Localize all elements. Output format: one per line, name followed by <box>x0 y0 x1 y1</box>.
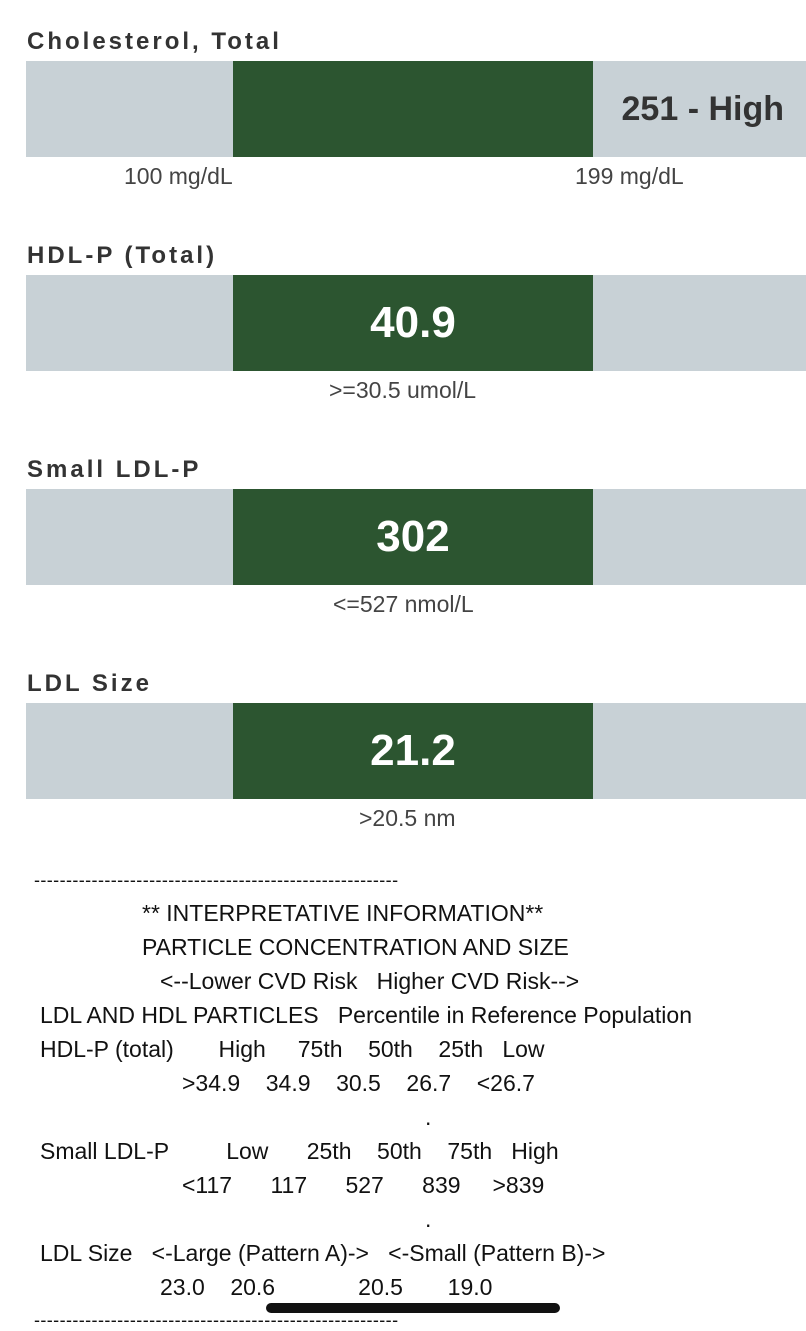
home-indicator[interactable] <box>266 1303 560 1313</box>
small-ldl-p-value: 302 <box>376 512 450 561</box>
small-ldl-p-bar: 302 <box>26 489 806 585</box>
reference-range-band: 40.9 <box>233 275 593 371</box>
ldl-size-bar: 21.2 <box>26 703 806 799</box>
interp-heading: ** INTERPRETATIVE INFORMATION** <box>142 900 544 926</box>
ldl-size-range: >20.5 nm <box>359 805 456 831</box>
reference-range-band: 21.2 <box>233 703 593 799</box>
small-ldl-p-range: <=527 nmol/L <box>333 591 474 617</box>
ldl-size-value: 21.2 <box>370 726 456 775</box>
separator-dot: . <box>425 1104 432 1130</box>
ldlp-percentile-row: Small LDL-P Low 25th 50th 75th High <box>40 1138 559 1164</box>
hdl-p-title: HDL-P (Total) <box>27 242 218 269</box>
ldl-size-title: LDL Size <box>27 670 152 697</box>
hdl-p-bar: 40.9 <box>26 275 806 371</box>
ldlp-percentile-values: <117 117 527 839 >839 <box>182 1172 545 1198</box>
divider-top: ----------------------------------------… <box>34 870 399 890</box>
cholesterol-total-value: 251 - High <box>621 90 784 128</box>
range-high-label: 199 mg/dL <box>575 163 684 189</box>
hdl-percentile-row: HDL-P (total) High 75th 50th 25th Low <box>40 1036 545 1062</box>
reference-range-band: 302 <box>233 489 593 585</box>
percentile-header: LDL AND HDL PARTICLES Percentile in Refe… <box>40 1002 692 1028</box>
hdl-percentile-values: >34.9 34.9 30.5 26.7 <26.7 <box>182 1070 535 1096</box>
range-low-label: 100 mg/dL <box>124 163 233 189</box>
risk-direction-line: <--Lower CVD Risk Higher CVD Risk--> <box>160 968 580 994</box>
reference-range-band <box>233 61 593 157</box>
hdl-p-value: 40.9 <box>370 298 456 347</box>
separator-dot: . <box>425 1206 432 1232</box>
divider-bottom: ----------------------------------------… <box>34 1310 399 1330</box>
small-ldl-p-title: Small LDL-P <box>27 456 202 483</box>
ldl-size-pattern-row: LDL Size <-Large (Pattern A)-> <-Small (… <box>40 1240 606 1266</box>
ldl-size-pattern-values: 23.0 20.6 20.5 19.0 <box>160 1274 493 1300</box>
interp-subheading: PARTICLE CONCENTRATION AND SIZE <box>142 934 569 960</box>
hdl-p-range: >=30.5 umol/L <box>329 377 477 403</box>
cholesterol-total-bar: 251 - High <box>26 61 806 157</box>
cholesterol-total-title: Cholesterol, Total <box>27 28 282 55</box>
